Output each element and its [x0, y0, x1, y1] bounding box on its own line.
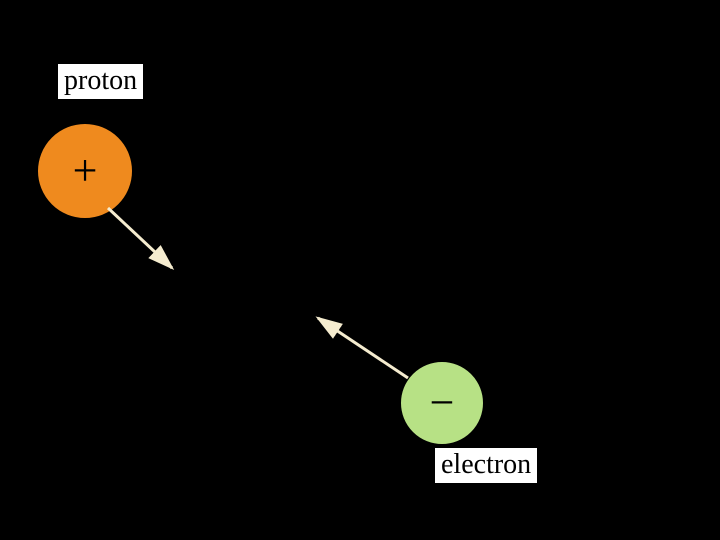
arrow-line-electron	[318, 318, 408, 378]
arrow-from-electron	[0, 0, 720, 540]
